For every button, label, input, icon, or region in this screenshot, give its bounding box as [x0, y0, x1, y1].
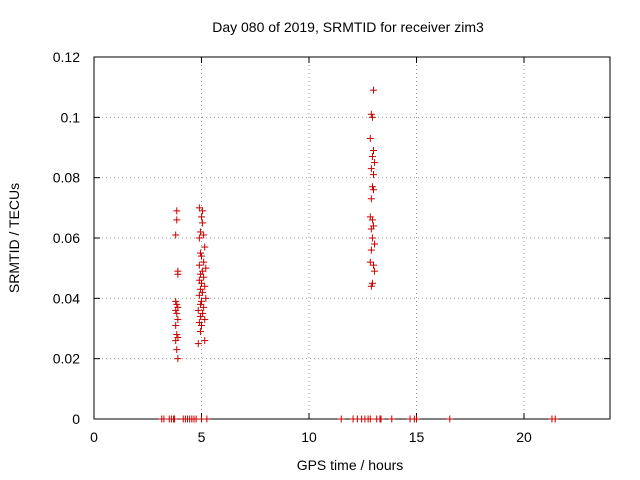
data-point	[173, 346, 181, 354]
plot-frame	[93, 56, 611, 420]
y-tick-label: 0	[72, 411, 80, 427]
x-tick-label: 15	[409, 429, 425, 445]
y-tick-label: 0.04	[53, 290, 80, 306]
data-point	[413, 415, 420, 423]
data-point	[370, 171, 377, 179]
data-point	[198, 297, 205, 305]
data-point	[195, 204, 203, 212]
data-point	[196, 228, 204, 236]
data-point	[199, 288, 207, 296]
data-point	[370, 147, 377, 155]
data-point	[195, 261, 203, 269]
data-point	[198, 252, 205, 260]
data-point	[368, 234, 376, 242]
data-point	[172, 321, 180, 329]
data-point	[172, 297, 180, 305]
data-point	[198, 279, 205, 287]
data-points	[158, 86, 559, 423]
data-point	[388, 415, 396, 423]
x-axis-label: GPS time / hours	[297, 457, 404, 473]
data-point	[370, 261, 377, 269]
data-point	[200, 231, 208, 239]
data-point	[368, 113, 376, 121]
data-point	[446, 415, 454, 423]
data-point	[173, 331, 181, 339]
data-point	[174, 270, 182, 278]
data-point	[366, 415, 374, 423]
data-point	[199, 219, 207, 227]
data-point	[173, 207, 181, 215]
x-tick-label: 5	[198, 429, 206, 445]
data-point	[368, 183, 376, 191]
data-point	[195, 234, 203, 242]
y-axis-label: SRMTID / TECUs	[6, 183, 22, 293]
data-point	[200, 258, 208, 266]
data-point	[368, 153, 376, 161]
y-tick-label: 0.1	[61, 109, 81, 125]
data-point	[199, 207, 207, 215]
data-point	[371, 159, 379, 167]
data-point	[195, 291, 203, 299]
data-point	[172, 231, 180, 239]
data-point	[367, 225, 375, 233]
data-point	[202, 294, 210, 302]
data-point	[367, 165, 375, 173]
data-point	[551, 415, 559, 423]
data-point	[367, 282, 375, 290]
data-point	[377, 415, 385, 423]
data-point	[367, 110, 375, 118]
data-point	[368, 216, 376, 224]
data-point	[337, 415, 345, 423]
data-point	[203, 415, 211, 423]
data-point	[194, 340, 202, 348]
data-point	[196, 312, 204, 320]
data-point	[196, 300, 204, 308]
grid	[94, 57, 610, 419]
x-tick-label: 0	[90, 429, 98, 445]
data-point	[194, 306, 202, 314]
data-point	[173, 300, 181, 308]
data-point	[172, 306, 180, 314]
x-tick-label: 10	[301, 429, 317, 445]
data-point	[196, 270, 204, 278]
data-point	[198, 213, 205, 221]
data-point	[172, 337, 180, 345]
y-tick-label: 0.02	[53, 351, 80, 367]
data-point	[174, 355, 182, 363]
y-tick-label: 0.06	[53, 230, 80, 246]
data-point	[174, 315, 182, 323]
data-point	[367, 195, 375, 203]
axis-ticks	[93, 56, 610, 420]
data-point	[200, 303, 208, 311]
data-point	[201, 243, 209, 251]
data-point	[171, 415, 179, 423]
data-point	[201, 315, 209, 323]
data-point	[368, 279, 376, 287]
data-point	[198, 321, 205, 329]
data-point	[366, 258, 374, 266]
x-tick-labels: 0 5 10 15 20	[90, 429, 532, 445]
y-tick-label: 0.12	[53, 49, 80, 65]
data-point	[371, 267, 379, 275]
data-point	[196, 249, 204, 257]
data-point	[370, 186, 377, 194]
data-point	[366, 134, 374, 142]
y-tick-label: 0.08	[53, 170, 80, 186]
data-point	[173, 309, 181, 317]
x-tick-label: 20	[516, 429, 532, 445]
data-point	[202, 264, 210, 272]
data-point	[173, 216, 181, 224]
data-point	[201, 337, 209, 345]
data-point	[200, 273, 208, 281]
data-point	[196, 328, 204, 336]
chart-title: Day 080 of 2019, SRMTID for receiver zim…	[212, 19, 484, 35]
data-point	[371, 240, 379, 248]
data-point	[367, 246, 375, 254]
data-point	[370, 86, 377, 94]
y-tick-labels: 0 0.02 0.04 0.06 0.08 0.1 0.12	[53, 49, 80, 427]
data-point	[201, 282, 209, 290]
